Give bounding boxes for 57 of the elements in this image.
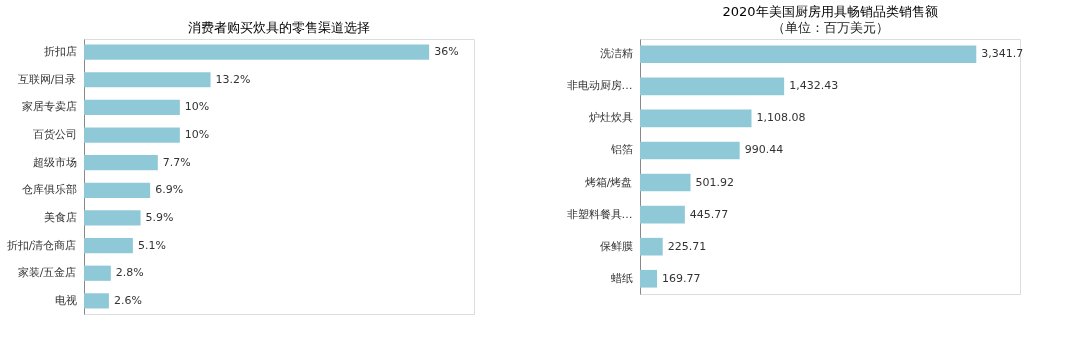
- bar: [84, 155, 158, 171]
- y-tick-label: 电视: [54, 293, 77, 307]
- y-tick-label: 超级市场: [32, 155, 77, 169]
- y-tick-label: 折扣店: [43, 45, 77, 59]
- data-label: 445.77: [689, 207, 729, 221]
- bar: [84, 44, 430, 60]
- y-tick-label: 烤箱/烤盘: [584, 175, 633, 189]
- y-tick-label: 非电动厨房…: [566, 79, 633, 93]
- y-tick-label: 百货公司: [32, 128, 77, 142]
- bar: [640, 45, 977, 64]
- bar: [84, 72, 211, 88]
- data-label: 2.8%: [115, 266, 144, 280]
- data-label: 2.6%: [113, 293, 142, 307]
- bar: [84, 127, 180, 143]
- y-tick-label: 洗洁精: [599, 47, 633, 61]
- bar: [84, 293, 109, 309]
- data-label: 169.77: [662, 271, 701, 285]
- data-label: 10%: [184, 100, 210, 114]
- chart-subtitle: （单位：百万美元）: [771, 20, 889, 35]
- chart-title: 2020年美国厨房用具畅销品类销售额: [722, 4, 938, 19]
- bar: [84, 99, 180, 116]
- y-tick-label: 保鲜膜: [599, 239, 633, 253]
- y-tick-label: 美食店: [43, 210, 77, 224]
- bar: [84, 237, 133, 254]
- chart-title: 消费者购买炊具的零售渠道选择: [188, 20, 370, 35]
- data-label: 7.7%: [162, 155, 191, 169]
- bar: [84, 265, 111, 281]
- y-tick-label: 非塑料餐具…: [566, 207, 633, 221]
- data-label: 501.92: [695, 175, 735, 189]
- data-label: 3,341.7: [981, 47, 1024, 61]
- bar: [640, 173, 691, 192]
- data-label: 6.9%: [155, 183, 184, 197]
- bar: [84, 182, 151, 198]
- data-label: 10%: [184, 128, 210, 142]
- bar: [640, 109, 752, 128]
- y-tick-label: 炉灶炊具: [588, 111, 633, 125]
- bar: [640, 205, 685, 224]
- bar: [640, 77, 785, 96]
- bar: [84, 210, 141, 226]
- y-tick-label: 家装/五金店: [17, 266, 77, 280]
- y-tick-label: 折扣/清仓商店: [6, 238, 77, 252]
- y-tick-label: 铝箔: [609, 143, 633, 157]
- y-tick-label: 家居专卖店: [21, 100, 77, 114]
- data-label: 1,108.08: [756, 111, 806, 125]
- bar: [640, 237, 663, 256]
- bar: [640, 269, 658, 288]
- y-tick-label: 互联网/目录: [17, 72, 77, 86]
- data-label: 990.44: [744, 143, 784, 157]
- y-tick-label: 蜡纸: [610, 271, 633, 285]
- data-label: 225.71: [667, 239, 707, 253]
- data-label: 36%: [434, 45, 459, 59]
- y-tick-label: 仓库俱乐部: [21, 183, 77, 197]
- bar: [640, 141, 740, 160]
- data-label: 13.2%: [215, 72, 251, 86]
- data-label: 5.1%: [137, 238, 166, 252]
- data-label: 1,432.43: [789, 79, 839, 93]
- data-label: 5.9%: [145, 210, 174, 224]
